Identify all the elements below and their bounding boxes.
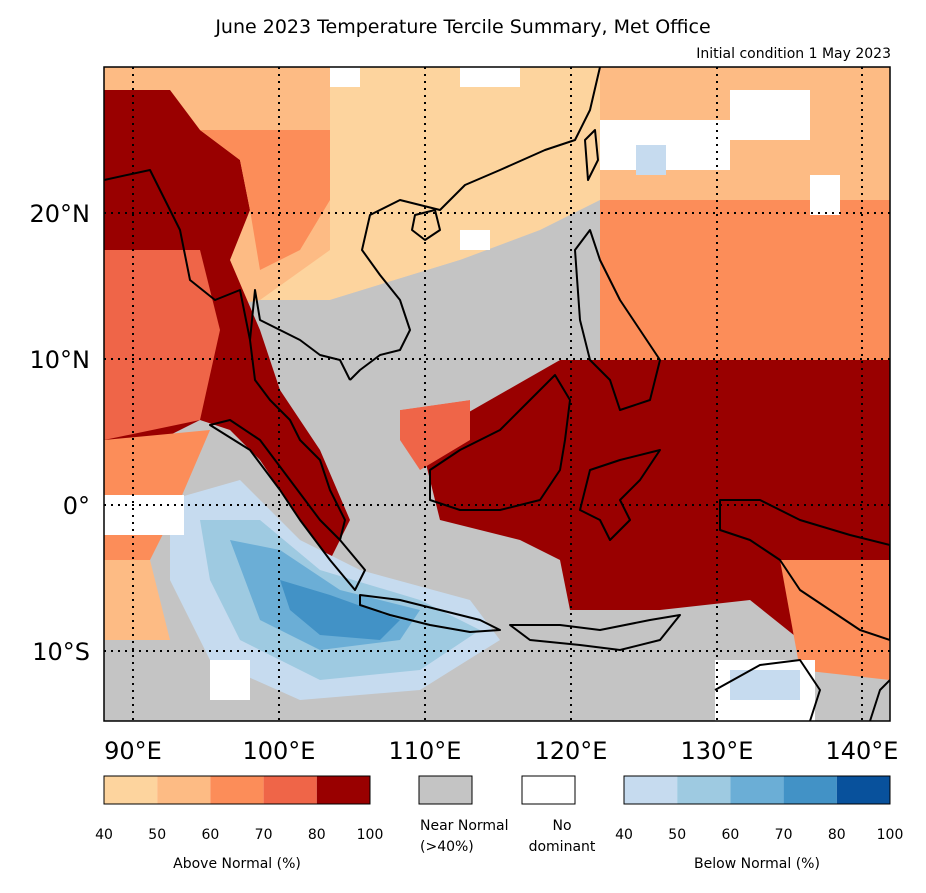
coast-taiwan <box>584 129 599 181</box>
lon-label-100E: 100°E <box>243 737 316 765</box>
near-normal-field-scs <box>330 230 580 410</box>
coast-philippines <box>574 229 661 411</box>
no-dominant-patch-1 <box>104 495 184 535</box>
legend-above-swatch-3 <box>210 776 264 804</box>
legend-above-tick-80: 80 <box>308 827 326 843</box>
legend-above-swatch-4 <box>263 776 317 804</box>
below-normal-patch-se <box>730 670 800 700</box>
no-dominant-patch-4 <box>730 90 810 140</box>
lon-label-140E: 140°E <box>826 737 899 765</box>
above-normal-field-high-mainland <box>104 90 350 560</box>
legend-no-dominant: No dominant <box>521 775 596 855</box>
legend-below-swatch-5 <box>836 776 890 804</box>
legend-above-caption: Above Normal (%) <box>173 856 301 872</box>
legend-above-swatch-5 <box>316 776 370 804</box>
no-dominant-patch-9 <box>460 67 520 87</box>
above-normal-field-borneo-edge <box>400 400 470 470</box>
legend-below-tick-70: 70 <box>775 827 793 843</box>
legend-near-normal: Near Normal (>40%) <box>418 775 509 855</box>
above-normal-field-orange-mainland <box>200 130 330 270</box>
map-frame <box>103 66 891 722</box>
lon-label-120E: 120°E <box>535 737 608 765</box>
legend-below-tick-50: 50 <box>668 827 686 843</box>
legend-above-frame <box>103 775 371 805</box>
legend-near-normal-caption-1: Near Normal <box>420 818 509 834</box>
no-dominant-patch-5 <box>810 175 840 215</box>
legend-below-swatch-4 <box>783 776 837 804</box>
legend-above-tick-70: 70 <box>255 827 273 843</box>
gridlines <box>104 67 890 721</box>
coast-new-guinea <box>719 499 890 641</box>
legend-no-dominant-swatch <box>521 775 576 805</box>
legend-above-swatch-2 <box>157 776 211 804</box>
lon-tick-labels: 90°E 100°E 110°E 120°E 130°E 140°E <box>104 737 898 765</box>
no-dominant-patch-6 <box>210 660 250 700</box>
legend-near-normal-swatch <box>418 775 473 805</box>
coast-lesser-sunda <box>509 614 681 651</box>
coast-myanmar <box>104 169 251 341</box>
legend-below-swatch-1 <box>624 776 678 804</box>
no-dominant-patch-7 <box>460 230 490 250</box>
map-subtitle: Initial condition 1 May 2023 <box>696 46 891 62</box>
coast-australia <box>714 659 821 721</box>
below-normal-patch-ne <box>636 145 666 175</box>
legend-near-normal-caption-2: (>40%) <box>420 839 474 855</box>
legend-above-tick-60: 60 <box>201 827 219 843</box>
lon-label-130E: 130°E <box>681 737 754 765</box>
legend-below-swatch-2 <box>677 776 731 804</box>
legend-below-caption: Below Normal (%) <box>694 856 820 872</box>
coast-hainan <box>411 209 441 241</box>
coast-sulawesi <box>579 449 661 541</box>
above-normal-field-pacific <box>600 200 890 360</box>
legend-below-tick-60: 60 <box>721 827 739 843</box>
legend-below-frame <box>623 775 891 805</box>
legend-below-tick-40: 40 <box>615 827 633 843</box>
legend-above-tick-40: 40 <box>95 827 113 843</box>
legend-below-tick-80: 80 <box>828 827 846 843</box>
map-title: June 2023 Temperature Tercile Summary, M… <box>215 16 711 38</box>
lon-label-110E: 110°E <box>389 737 462 765</box>
map-panel <box>103 66 891 722</box>
lon-label-90E: 90°E <box>104 737 162 765</box>
lat-label-0: 0° <box>63 492 90 520</box>
legend-above-normal: 40 50 60 70 80 100 Above Normal (%) <box>95 775 384 872</box>
legend-no-dominant-caption-2: dominant <box>529 839 596 855</box>
lat-tick-labels: 20°N 10°N 0° 10°S <box>30 200 91 666</box>
legend-above-tick-100: 100 <box>357 827 384 843</box>
tercile-fields <box>104 67 890 721</box>
legend-below-normal: 40 50 60 70 80 100 Below Normal (%) <box>615 775 904 872</box>
coastlines <box>104 67 890 721</box>
coast-sumatra <box>209 419 366 591</box>
lat-label-10S: 10°S <box>32 638 90 666</box>
no-dominant-patch-8 <box>330 67 360 87</box>
above-normal-field-high-maritime <box>420 360 890 660</box>
lat-label-10N: 10°N <box>30 346 91 374</box>
legend-below-tick-100: 100 <box>877 827 904 843</box>
coast-australia-east <box>869 679 890 721</box>
legend-no-dominant-caption-1: No <box>552 818 571 834</box>
coast-java <box>359 594 501 633</box>
above-normal-field-west <box>104 250 220 440</box>
above-normal-field-far-southwest <box>104 560 170 660</box>
below-normal-field-70 <box>280 580 400 640</box>
legend-above-tick-50: 50 <box>148 827 166 843</box>
coast-borneo <box>429 374 571 511</box>
legend-below-swatch-3 <box>730 776 784 804</box>
legend-above-swatch-1 <box>104 776 158 804</box>
lat-label-20N: 20°N <box>30 200 91 228</box>
coast-china <box>349 67 601 381</box>
